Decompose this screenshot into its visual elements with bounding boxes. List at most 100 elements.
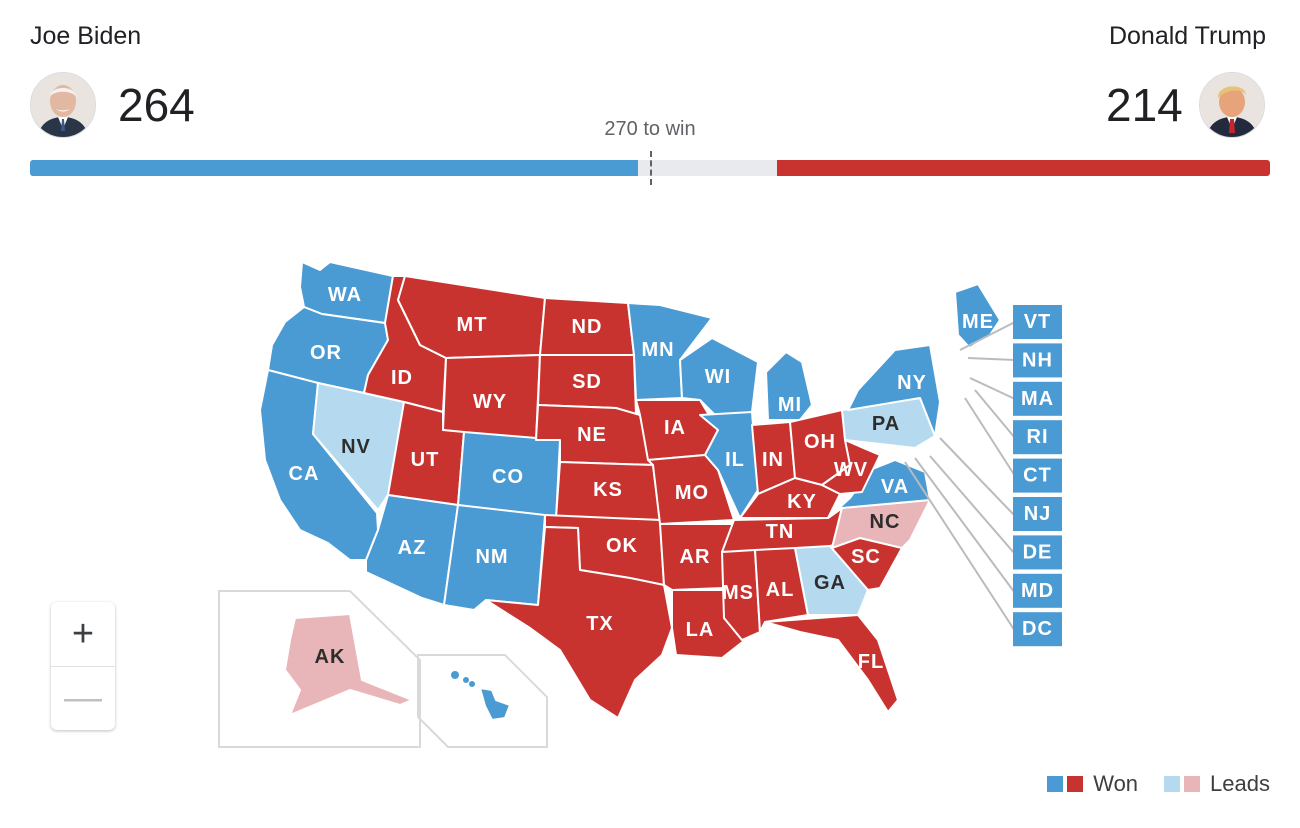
small-state-box-vt[interactable]	[1013, 305, 1062, 339]
small-state-box-nh[interactable]	[1013, 343, 1062, 378]
hawaii-minor-islands	[451, 671, 475, 687]
trump-avatar	[1199, 72, 1265, 138]
small-state-label-de: DE	[1023, 541, 1053, 563]
small-state-box-nj[interactable]	[1013, 497, 1062, 531]
small-state-label-nh: NH	[1022, 349, 1053, 371]
state-ga[interactable]	[794, 545, 869, 616]
state-label-ut: UT	[411, 449, 440, 471]
trump-portrait-icon	[1200, 73, 1264, 137]
small-state-box-dc[interactable]	[1013, 612, 1062, 647]
state-label-id: ID	[391, 367, 413, 389]
state-label-co: CO	[492, 466, 524, 488]
biden-avatar	[30, 72, 96, 138]
state-label-wi: WI	[705, 366, 731, 388]
state-label-ne: NE	[577, 424, 607, 446]
state-label-ny: NY	[897, 372, 927, 394]
small-state-label-nj: NJ	[1024, 503, 1052, 525]
state-label-ok: OK	[606, 535, 638, 557]
small-state-label-dc: DC	[1022, 618, 1053, 640]
state-label-la: LA	[686, 619, 715, 641]
threshold-marker	[650, 151, 652, 185]
state-label-hi: HI	[444, 701, 466, 723]
state-label-sc: SC	[851, 546, 881, 568]
electoral-progress-bar	[30, 160, 1270, 176]
state-label-sd: SD	[572, 371, 602, 393]
zoom-out-button[interactable]: —	[64, 676, 102, 719]
candidate-name-trump: Donald Trump	[1108, 22, 1266, 50]
small-state-label-ma: MA	[1021, 388, 1054, 410]
zoom-controls: + —	[51, 602, 115, 730]
state-label-nd: ND	[572, 316, 603, 338]
state-label-mo: MO	[675, 482, 709, 504]
state-tx[interactable]	[485, 526, 673, 719]
alaska-inset-frame	[218, 590, 421, 748]
state-label-pa: PA	[872, 413, 900, 435]
state-ak[interactable]	[284, 613, 413, 716]
state-ms[interactable]	[721, 549, 761, 641]
map-legend: Won Leads	[1047, 771, 1270, 797]
state-label-nc: NC	[870, 511, 901, 533]
legend-won-label: Won	[1093, 771, 1139, 796]
trump-progress-fill	[776, 160, 1270, 176]
state-label-or: OR	[310, 342, 342, 364]
small-state-label-md: MD	[1021, 580, 1054, 602]
biden-electoral-votes: 264	[118, 79, 195, 131]
small-state-label-ri: RI	[1027, 426, 1049, 448]
small-state-box-de[interactable]	[1013, 535, 1062, 570]
trump-electoral-votes: 214	[1106, 79, 1183, 131]
candidate-name-biden: Joe Biden	[30, 22, 142, 50]
state-label-wv: WV	[834, 459, 868, 481]
zoom-in-button[interactable]: +	[51, 602, 115, 667]
legend-won: Won	[1047, 771, 1138, 797]
state-label-ar: AR	[680, 546, 711, 568]
small-state-box-ma[interactable]	[1013, 381, 1062, 416]
legend-rep-won-swatch	[1067, 776, 1084, 792]
state-label-nv: NV	[341, 436, 371, 458]
state-wv[interactable]	[821, 439, 881, 495]
legend-dem-leads-swatch	[1164, 776, 1181, 792]
state-label-il: IL	[725, 449, 745, 471]
state-label-az: AZ	[398, 537, 427, 559]
state-label-in: IN	[762, 449, 784, 471]
small-state-leader-lines	[904, 321, 1016, 632]
legend-dem-won-swatch	[1047, 776, 1064, 792]
state-label-mt: MT	[457, 314, 488, 336]
state-label-ak: AK	[315, 646, 346, 668]
state-label-ms: MS	[722, 582, 754, 604]
state-label-fl: FL	[858, 651, 884, 673]
small-state-box-ri[interactable]	[1013, 420, 1062, 455]
state-label-mi: MI	[778, 394, 802, 416]
state-label-me: ME	[962, 311, 994, 333]
legend-leads: Leads	[1164, 771, 1270, 797]
hawaii-inset-frame	[417, 654, 548, 748]
state-label-ks: KS	[593, 479, 623, 501]
small-state-box-md[interactable]	[1013, 573, 1062, 608]
legend-rep-leads-swatch	[1184, 776, 1201, 792]
state-label-wy: WY	[473, 391, 507, 413]
state-label-ky: KY	[787, 491, 817, 513]
biden-progress-fill	[30, 160, 639, 176]
threshold-label: 270 to win	[604, 118, 696, 140]
small-state-label-vt: VT	[1024, 311, 1052, 333]
state-label-nm: NM	[475, 546, 508, 568]
state-label-wa: WA	[328, 284, 362, 306]
state-label-va: VA	[881, 476, 909, 498]
state-label-ca: CA	[289, 463, 320, 485]
state-fl[interactable]	[764, 614, 899, 713]
state-label-al: AL	[766, 579, 795, 601]
state-hi[interactable]	[479, 687, 511, 721]
state-al[interactable]	[754, 547, 809, 633]
state-label-mn: MN	[641, 339, 674, 361]
small-state-box-ct[interactable]	[1013, 458, 1062, 493]
state-label-oh: OH	[804, 431, 836, 453]
state-mi[interactable]	[765, 351, 813, 421]
small-state-label-ct: CT	[1023, 465, 1052, 487]
state-label-tx: TX	[586, 613, 614, 635]
state-label-ga: GA	[814, 572, 846, 594]
legend-leads-label: Leads	[1210, 771, 1270, 796]
state-label-tn: TN	[766, 521, 795, 543]
biden-portrait-icon	[31, 73, 95, 137]
state-ny[interactable]	[847, 344, 941, 437]
state-label-ia: IA	[664, 417, 686, 439]
